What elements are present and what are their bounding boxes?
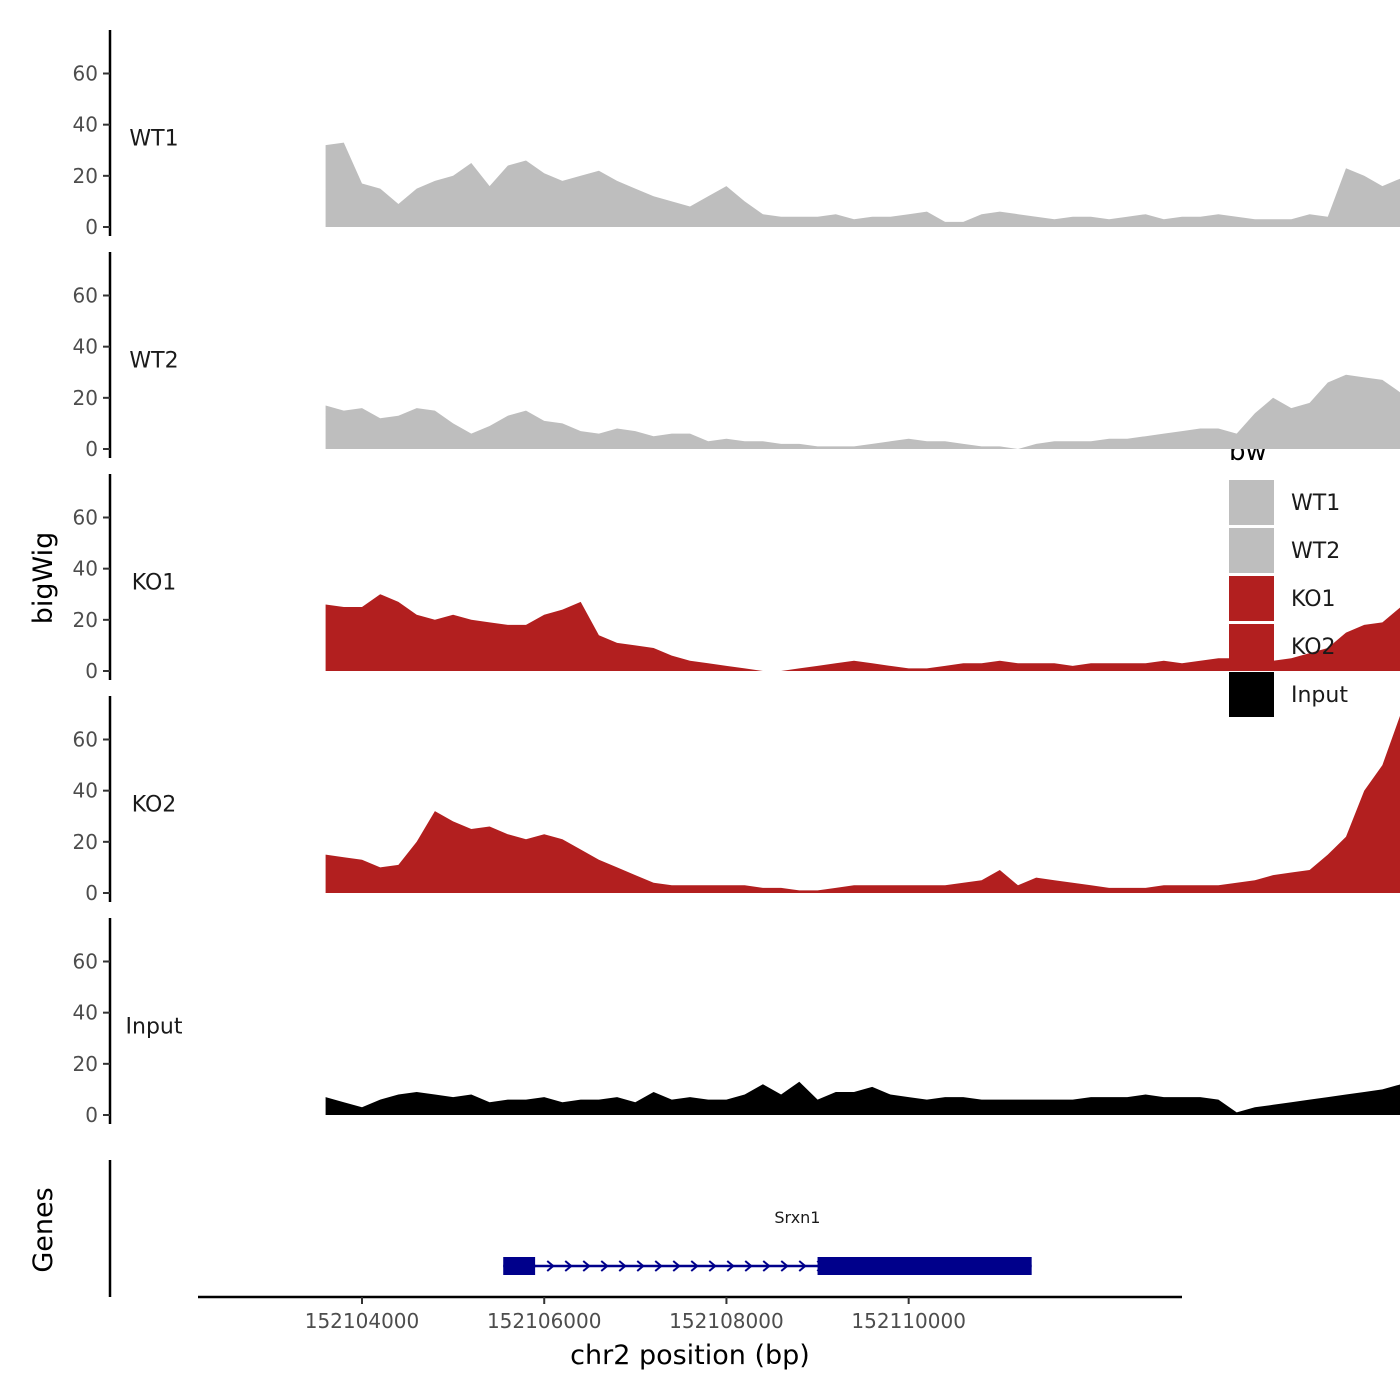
coverage-area-ko2 [325, 715, 1400, 893]
strand-arrow [726, 1260, 735, 1272]
y-tick-label: 60 [73, 283, 98, 307]
strand-arrow [708, 1260, 717, 1272]
coverage-area-ko1 [325, 594, 1400, 671]
y-tick-label: 40 [73, 113, 98, 137]
legend-swatch-input [1229, 672, 1274, 717]
legend-swatch-wt2 [1229, 528, 1274, 573]
y-tick-label: 0 [85, 659, 98, 683]
x-axis-title: chr2 position (bp) [570, 1340, 810, 1371]
x-tick-label: 152104000 [305, 1309, 420, 1333]
gene-exon-block [817, 1257, 1032, 1275]
y-tick-label: 40 [73, 557, 98, 581]
gene-exon-block [503, 1257, 536, 1275]
y-tick-label: 20 [73, 830, 98, 854]
strand-arrow [600, 1260, 609, 1272]
strand-arrow [780, 1260, 789, 1272]
y-tick-label: 20 [73, 164, 98, 188]
strand-arrow [546, 1260, 555, 1272]
y-tick-label: 60 [73, 61, 98, 85]
legend-label-ko1: KO1 [1291, 587, 1336, 612]
track-label: Input [126, 1014, 183, 1039]
legend-swatch-ko1 [1229, 576, 1274, 621]
x-tick-label: 152108000 [669, 1309, 784, 1333]
strand-arrow [744, 1260, 753, 1272]
y-tick-label: 0 [85, 1103, 98, 1127]
y-tick-label: 0 [85, 437, 98, 461]
track-label: KO2 [132, 792, 177, 817]
track-label: KO1 [132, 570, 177, 595]
strand-arrow [654, 1260, 663, 1272]
y-tick-label: 0 [85, 881, 98, 905]
y-axis-title: bigWig [28, 532, 59, 625]
y-tick-label: 60 [73, 949, 98, 973]
legend-swatch-wt1 [1229, 480, 1274, 525]
y-tick-label: 40 [73, 1001, 98, 1025]
track-label: WT2 [129, 348, 178, 373]
track-panel-ko2: 0 20 40 60 KO2 [73, 696, 1400, 905]
y-tick-label: 20 [73, 608, 98, 632]
strand-arrow [636, 1260, 645, 1272]
track-panel-wt1: 0 20 40 60 WT1 [73, 30, 1400, 239]
y-tick-label: 20 [73, 386, 98, 410]
strand-arrow [582, 1260, 591, 1272]
x-tick-label: 152106000 [487, 1309, 602, 1333]
strand-arrow [564, 1260, 573, 1272]
y-tick-label: 0 [85, 215, 98, 239]
coverage-area-input [325, 1081, 1400, 1115]
legend-label-wt2: WT2 [1291, 539, 1340, 564]
strand-arrow [672, 1260, 681, 1272]
track-panel-ko1: 0 20 40 60 KO1 [73, 474, 1400, 683]
strand-arrow [690, 1260, 699, 1272]
y-tick-label: 40 [73, 779, 98, 803]
coverage-area-wt2 [325, 374, 1400, 449]
legend-swatch-ko2 [1229, 624, 1274, 669]
legend-label-wt1: WT1 [1291, 491, 1340, 516]
y-tick-label: 20 [73, 1052, 98, 1076]
legend: WT1 WT2 KO1 KO2 Input [1229, 480, 1348, 717]
strand-arrow [762, 1260, 771, 1272]
legend-label-ko2: KO2 [1291, 635, 1336, 660]
strand-arrow [618, 1260, 627, 1272]
coverage-area-wt1 [325, 142, 1400, 227]
gene-track-title: Genes [28, 1187, 59, 1272]
track-panel-input: 0 20 40 60 Input [73, 918, 1400, 1127]
y-tick-label: 40 [73, 335, 98, 359]
gene-label-srxn1: Srxn1 [774, 1208, 820, 1227]
track-label: WT1 [129, 126, 178, 151]
x-tick-label: 152110000 [851, 1309, 966, 1333]
y-tick-label: 60 [73, 505, 98, 529]
tracks-group: 0 20 40 60 WT1 0 20 40 60 WT2 0 20 40 60 KO1 0 20 40 60 KO2… [73, 30, 1400, 1127]
strand-arrow [798, 1260, 807, 1272]
x-axis: 152104000 152106000 152108000 152110000 [198, 1295, 1182, 1333]
legend-label-input: Input [1291, 683, 1348, 708]
y-tick-label: 60 [73, 727, 98, 751]
track-panel-wt2: 0 20 40 60 WT2 [73, 252, 1400, 461]
gene-track: Srxn1 [108, 1160, 1032, 1297]
